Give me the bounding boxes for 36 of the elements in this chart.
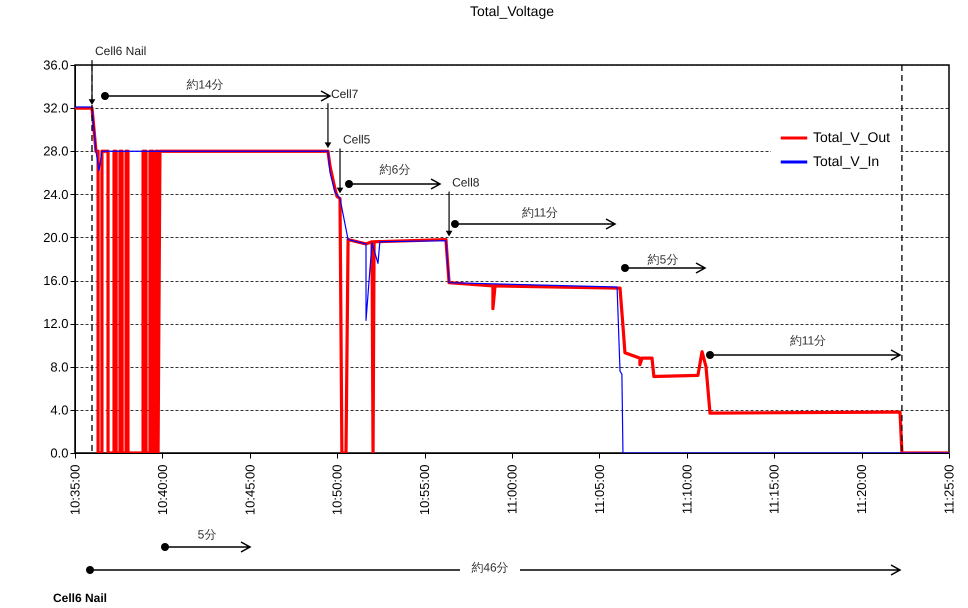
- y-tick-label: 8.0: [50, 359, 68, 374]
- x-tick-label: 11:10:00: [679, 464, 694, 514]
- x-tick-label: 11:25:00: [942, 464, 956, 514]
- x-tick-label: 10:35:00: [68, 464, 82, 516]
- text: Cell6 Nail: [52, 591, 108, 605]
- y-tick-label: 32.0: [43, 100, 68, 116]
- y-tick-label: 16.0: [43, 273, 68, 288]
- annotation: 約14分: [186, 76, 224, 94]
- text: 5分: [198, 526, 216, 544]
- annotation: Cell6 Nail: [94, 44, 146, 58]
- annotation: Cell5: [343, 132, 371, 146]
- x-tick-label: 10:55:00: [417, 464, 432, 516]
- annotation: 約6分: [380, 162, 410, 178]
- annotation: Cell7: [330, 87, 359, 102]
- text: 約46分: [471, 560, 509, 576]
- annotation: 約5分: [648, 252, 678, 268]
- x-tick-label: 10:50:00: [330, 464, 345, 516]
- y-tick-label: 4.0: [50, 402, 68, 418]
- chart-title: Total_Voltage: [470, 3, 554, 20]
- y-tick-label: 24.0: [43, 186, 68, 202]
- x-tick-label: 11:05:00: [592, 464, 607, 514]
- annotation: Cell8: [452, 176, 480, 190]
- x-tick-label: 11:20:00: [854, 464, 870, 514]
- x-tick-label: 11:00:00: [504, 464, 520, 514]
- x-tick-label: 10:40:00: [154, 464, 170, 516]
- y-tick-label: 12.0: [43, 316, 68, 332]
- y-tick-label: 20.0: [43, 230, 68, 245]
- annotation: 約11分: [522, 204, 558, 222]
- y-tick-label: 36.0: [43, 58, 68, 72]
- legend-label: Total_V_Out: [813, 129, 890, 145]
- y-tick-label: 28.0: [43, 144, 68, 159]
- legend-label: Total_V_In: [813, 153, 880, 169]
- annotation: 約11分: [790, 332, 826, 350]
- y-tick-label: 0.0: [50, 446, 68, 460]
- x-tick-label: 10:45:00: [242, 464, 258, 516]
- x-tick-label: 11:15:00: [766, 464, 782, 514]
